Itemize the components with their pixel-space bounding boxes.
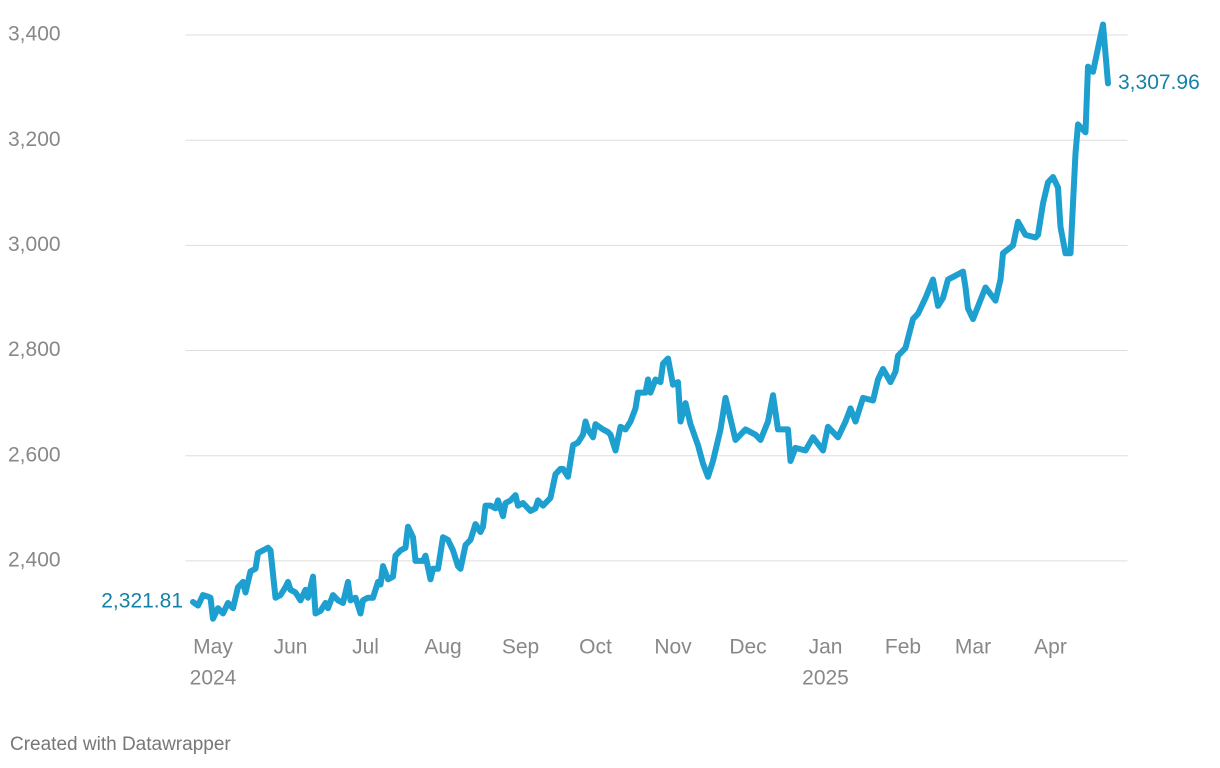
x-tick-label: Oct [579,636,612,659]
line [190,21,1111,622]
y-tick-label: 3,200 [8,128,61,151]
x-tick-label: Feb [885,636,921,659]
x-tick-label: Jul [352,636,379,659]
y-tick-label: 2,800 [8,338,61,361]
y-tick-label: 2,600 [8,443,61,466]
x-tick-label: Mar [955,636,991,659]
x-tick-label: Sep [502,636,539,659]
y-tick-label: 3,000 [8,233,61,256]
x-tick-label: Dec [729,636,766,659]
x-tick-label: May [193,636,233,659]
value-label: 2,321.81 [101,590,183,613]
x-tick-label: Jan [809,636,843,659]
x-tick-label: Apr [1034,636,1067,659]
value-label: 3,307.96 [1118,71,1200,94]
x-tick-label: Nov [654,636,692,659]
x-year-label: 2024 [190,667,237,690]
x-tick-label: Aug [424,636,461,659]
x-tick-label: Jun [274,636,308,659]
y-tick-label: 2,400 [8,548,61,571]
x-year-label: 2025 [802,667,849,690]
footer: Created with Datawrapper [10,734,231,755]
y-tick-label: 3,400 [8,23,61,46]
